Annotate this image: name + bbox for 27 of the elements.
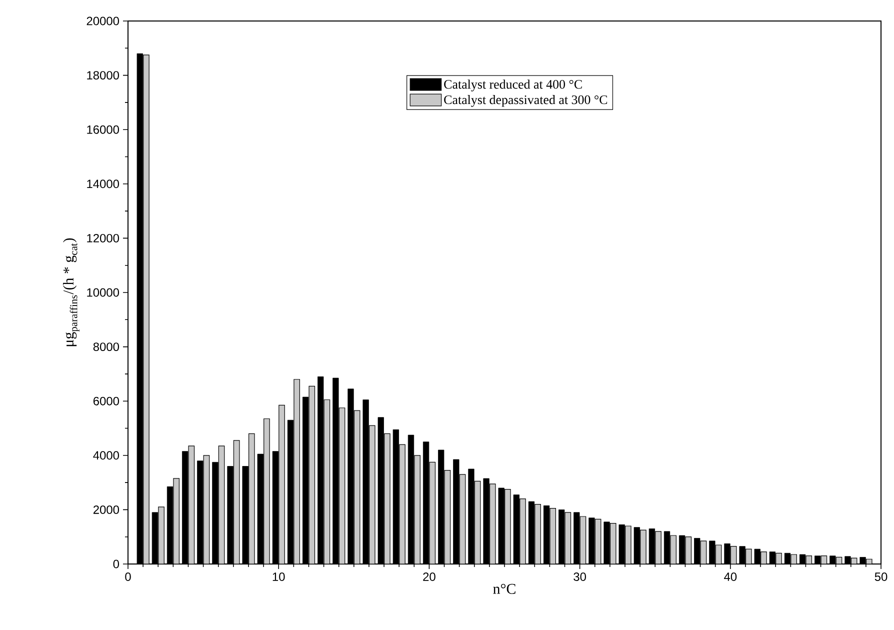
- y-tick-label: 12000: [87, 234, 120, 242]
- y-tick-label: 14000: [87, 180, 120, 188]
- bar: [399, 444, 406, 564]
- y-axis-title: $\text{μg}_{\text{paraffins}}\text{/(h * g}_{\text{cat}}\text{)}$: [63, 238, 80, 346]
- y-tick-label: 16000: [87, 125, 120, 134]
- y-tick-label: 8000: [93, 342, 120, 352]
- y-tick-label: 10000: [87, 288, 120, 297]
- bar: [655, 531, 662, 564]
- y-tick-label: 20000: [86, 16, 120, 26]
- y-tick-label: 6000: [93, 396, 120, 406]
- legend-label: Catalyst reduced at 400 °C: [444, 80, 582, 92]
- y-tick-label: 0: [113, 560, 120, 568]
- x-tick-label: 0: [125, 572, 131, 581]
- x-tick-label: 20: [423, 572, 436, 581]
- bar: [520, 498, 526, 564]
- legend-label: Catalyst depassivated at 300 °C: [444, 95, 608, 107]
- x-tick-label: 40: [724, 572, 737, 581]
- bar: [278, 404, 285, 564]
- y-tick-label: 4000: [93, 451, 120, 460]
- bar: [158, 506, 164, 564]
- x-tick-label: 10: [272, 572, 285, 581]
- x-axis-title: n°C: [493, 584, 516, 594]
- x-tick-label: 50: [874, 572, 888, 581]
- x-tick-label: 30: [574, 572, 586, 581]
- bar: [143, 54, 150, 564]
- y-tick-label: 2000: [93, 505, 120, 514]
- y-tick-label: 18000: [87, 71, 120, 80]
